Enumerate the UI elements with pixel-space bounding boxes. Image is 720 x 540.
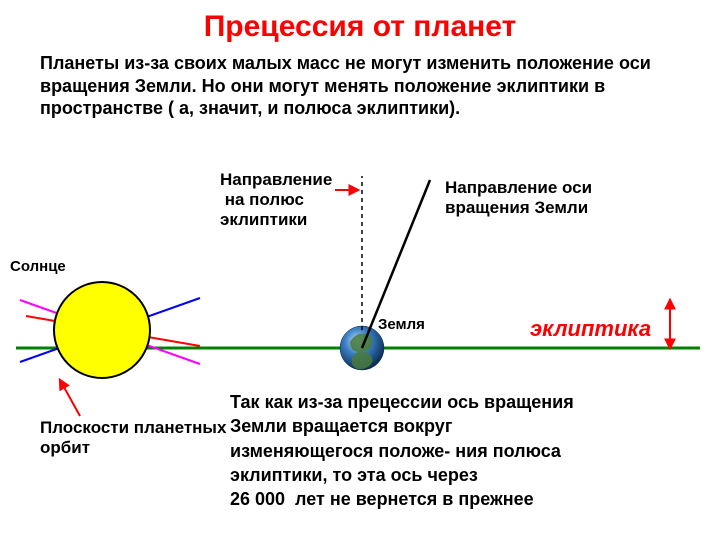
orbit-lines — [20, 298, 200, 364]
intro-paragraph: Планеты из-за своих малых масс не могут … — [40, 52, 680, 120]
label-earth: Земля — [378, 316, 425, 333]
label-direction-pole: Направление на полюс эклиптики — [220, 170, 332, 230]
red-arrow-to-orbits — [60, 380, 80, 416]
earth-land-1 — [350, 334, 372, 352]
label-direction-axis: Направление оси вращения Земли — [445, 178, 592, 218]
stage: Прецессия от планет Планеты из-за своих … — [0, 0, 720, 540]
page-title: Прецессия от планет — [0, 10, 720, 44]
earth-land-2 — [352, 352, 373, 370]
orbit-line-1 — [20, 300, 200, 364]
sun-circle — [54, 282, 150, 378]
label-orbits: Плоскости планетных орбит — [40, 418, 226, 458]
orbit-line-2 — [26, 316, 200, 346]
label-ecliptic: эклиптика — [530, 316, 651, 342]
label-sun: Солнце — [10, 258, 66, 275]
orbit-line-0 — [20, 298, 200, 362]
bottom-paragraph: Так как из-за прецессии ось вращения Зем… — [230, 390, 574, 511]
